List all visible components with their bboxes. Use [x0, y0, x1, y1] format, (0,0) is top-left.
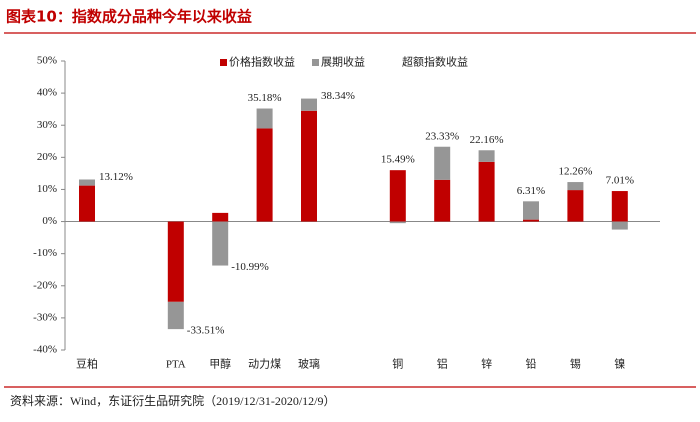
x-tick-label: 铝 — [437, 357, 448, 371]
y-tick-label: 0% — [42, 215, 57, 227]
bar — [523, 201, 539, 220]
x-tick-label: 动力煤 — [248, 358, 281, 371]
x-tick-label: 玻璃 — [298, 357, 320, 371]
y-tick-label: 30% — [37, 119, 57, 131]
bar — [567, 190, 584, 222]
bar — [212, 212, 229, 222]
bar — [567, 182, 584, 191]
x-tick-label: 镍 — [614, 357, 625, 371]
data-label: 23.33% — [425, 130, 459, 142]
y-tick-label: 50% — [37, 55, 57, 67]
data-label: 7.01% — [606, 175, 634, 187]
bar — [611, 191, 628, 222]
legend-label: 超额指数收益 — [402, 55, 468, 69]
y-tick-label: -30% — [33, 311, 57, 323]
legend-swatch — [220, 59, 227, 66]
data-label: 13.12% — [99, 171, 133, 183]
x-tick-label: 甲醇 — [209, 357, 231, 371]
data-label: -10.99% — [231, 261, 269, 273]
bar — [79, 179, 95, 186]
x-tick-label: 豆粕 — [76, 357, 98, 371]
data-label: -33.51% — [187, 325, 225, 337]
bar — [301, 110, 317, 222]
y-tick-label: -10% — [33, 247, 57, 259]
bar — [434, 146, 451, 180]
y-tick-label: 10% — [37, 183, 57, 195]
data-label: 35.18% — [248, 92, 282, 104]
x-tick-label: 铜 — [392, 357, 403, 371]
data-label: 6.31% — [517, 185, 545, 197]
y-tick-label: -40% — [33, 344, 57, 356]
data-label: 38.34% — [321, 90, 355, 102]
bar — [256, 108, 273, 129]
bar — [167, 221, 184, 302]
y-tick-label: 40% — [37, 87, 57, 99]
bar — [523, 219, 539, 222]
data-label: 22.16% — [470, 134, 504, 146]
legend-label: 价格指数收益 — [229, 55, 295, 69]
y-tick-label: -20% — [33, 279, 57, 291]
x-tick-label: PTA — [166, 359, 186, 371]
bar — [389, 170, 406, 222]
x-tick-label: 铅 — [526, 357, 537, 371]
x-tick-label: 锌 — [481, 357, 492, 371]
bar — [256, 128, 273, 222]
bar — [478, 161, 495, 222]
bar — [434, 179, 451, 222]
bar — [167, 301, 184, 330]
bar — [212, 221, 229, 266]
data-label: 12.26% — [558, 166, 592, 178]
data-label: 15.49% — [381, 154, 415, 166]
x-tick-label: 锡 — [570, 357, 581, 371]
bar — [301, 98, 317, 111]
bar — [478, 150, 495, 162]
legend-swatch — [312, 59, 319, 66]
bar — [611, 221, 628, 230]
bar — [79, 185, 95, 222]
source: 资料来源：Wind，东证衍生品研究院（2019/12/31-2020/12/9） — [10, 393, 336, 408]
chart-title: 图表10：指数成分品种今年以来收益 — [6, 8, 252, 26]
bar — [389, 221, 406, 224]
legend-label: 展期收益 — [321, 55, 365, 69]
y-tick-label: 20% — [37, 151, 57, 163]
